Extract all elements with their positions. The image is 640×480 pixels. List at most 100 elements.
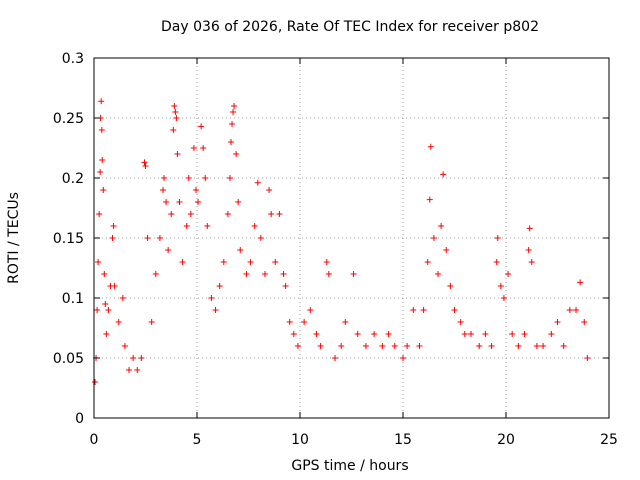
data-point: [190, 145, 197, 151]
data-point: [493, 259, 500, 265]
data-point: [148, 319, 155, 325]
data-point: [451, 307, 458, 313]
data-point: [99, 157, 106, 163]
data-point: [554, 319, 561, 325]
data-point: [100, 187, 107, 193]
data-point: [548, 331, 555, 337]
data-point: [247, 259, 254, 265]
data-point: [317, 343, 324, 349]
data-point: [103, 331, 110, 337]
x-tick-labels: 0 5 10 15 20 25: [90, 432, 618, 448]
y-axis-label: ROTI / TECUs: [6, 192, 22, 284]
data-point: [198, 123, 205, 130]
data-point: [443, 247, 450, 253]
data-point: [138, 355, 145, 361]
data-point: [461, 331, 468, 337]
data-point: [497, 283, 504, 289]
data-point: [301, 319, 308, 325]
data-point: [323, 259, 330, 265]
chart-title: Day 036 of 2026, Rate Of TEC Index for r…: [161, 19, 539, 35]
data-point: [577, 279, 584, 286]
data-point: [235, 199, 242, 205]
data-point: [391, 343, 398, 349]
data-point: [533, 343, 540, 349]
data-point: [98, 98, 105, 105]
data-point: [566, 307, 573, 313]
data-point: [156, 235, 163, 241]
data-point: [379, 343, 386, 349]
data-point: [342, 319, 349, 325]
y-tick-label: 0.05: [53, 351, 84, 367]
data-point: [350, 271, 357, 277]
data-point: [581, 319, 588, 325]
data-point: [161, 175, 168, 181]
data-point: [400, 355, 406, 361]
data-point: [332, 355, 339, 361]
data-point: [187, 211, 194, 217]
data-point: [134, 367, 141, 373]
y-tick-label: 0.1: [62, 291, 84, 307]
data-point: [212, 307, 219, 313]
data-point: [179, 259, 186, 265]
data-point: [521, 331, 528, 337]
data-point: [404, 343, 411, 349]
data-point: [440, 171, 447, 178]
data-point: [176, 199, 183, 205]
y-tick-label: 0.25: [53, 111, 84, 127]
data-point: [426, 196, 433, 203]
data-point: [109, 235, 116, 241]
data-point: [195, 199, 202, 205]
data-point: [220, 259, 227, 265]
data-point: [237, 247, 244, 253]
y-tick-label: 0.15: [53, 231, 84, 247]
data-point: [573, 307, 580, 313]
data-point: [102, 301, 109, 307]
data-point: [185, 175, 192, 181]
data-point: [294, 343, 301, 349]
data-points: [92, 98, 591, 385]
data-point: [200, 145, 207, 151]
data-point: [494, 235, 501, 241]
data-point: [229, 121, 236, 127]
data-point: [261, 271, 268, 277]
data-point: [183, 223, 190, 229]
data-point: [92, 379, 99, 385]
data-point: [438, 223, 445, 229]
data-point: [130, 355, 137, 361]
data-point: [338, 343, 345, 349]
data-point: [94, 307, 101, 313]
x-tick-label: 25: [600, 432, 618, 448]
data-point: [98, 127, 105, 133]
data-point: [257, 235, 264, 241]
data-point: [170, 127, 177, 133]
data-point: [168, 211, 175, 217]
data-point: [447, 283, 454, 289]
data-point: [476, 343, 483, 349]
data-point: [528, 259, 535, 265]
data-point: [354, 331, 361, 337]
data-point: [121, 343, 128, 349]
data-point: [427, 143, 434, 150]
data-point: [424, 259, 431, 265]
grid-lines: [94, 58, 609, 418]
data-point: [142, 163, 149, 169]
data-point: [227, 139, 234, 145]
data-point: [208, 295, 215, 301]
data-point: [313, 331, 320, 337]
data-point: [584, 355, 591, 361]
data-point: [430, 235, 437, 241]
data-point: [144, 235, 151, 241]
data-point: [192, 187, 199, 193]
data-point: [515, 343, 522, 349]
data-point: [231, 103, 238, 109]
x-tick-label: 0: [90, 432, 99, 448]
x-axis-label: GPS time / hours: [291, 458, 408, 474]
data-point: [101, 271, 108, 277]
data-point: [482, 331, 489, 337]
data-point: [526, 225, 533, 232]
data-point: [457, 319, 464, 325]
data-point: [254, 179, 261, 186]
data-point: [152, 271, 159, 277]
y-tick-label: 0: [75, 411, 84, 427]
